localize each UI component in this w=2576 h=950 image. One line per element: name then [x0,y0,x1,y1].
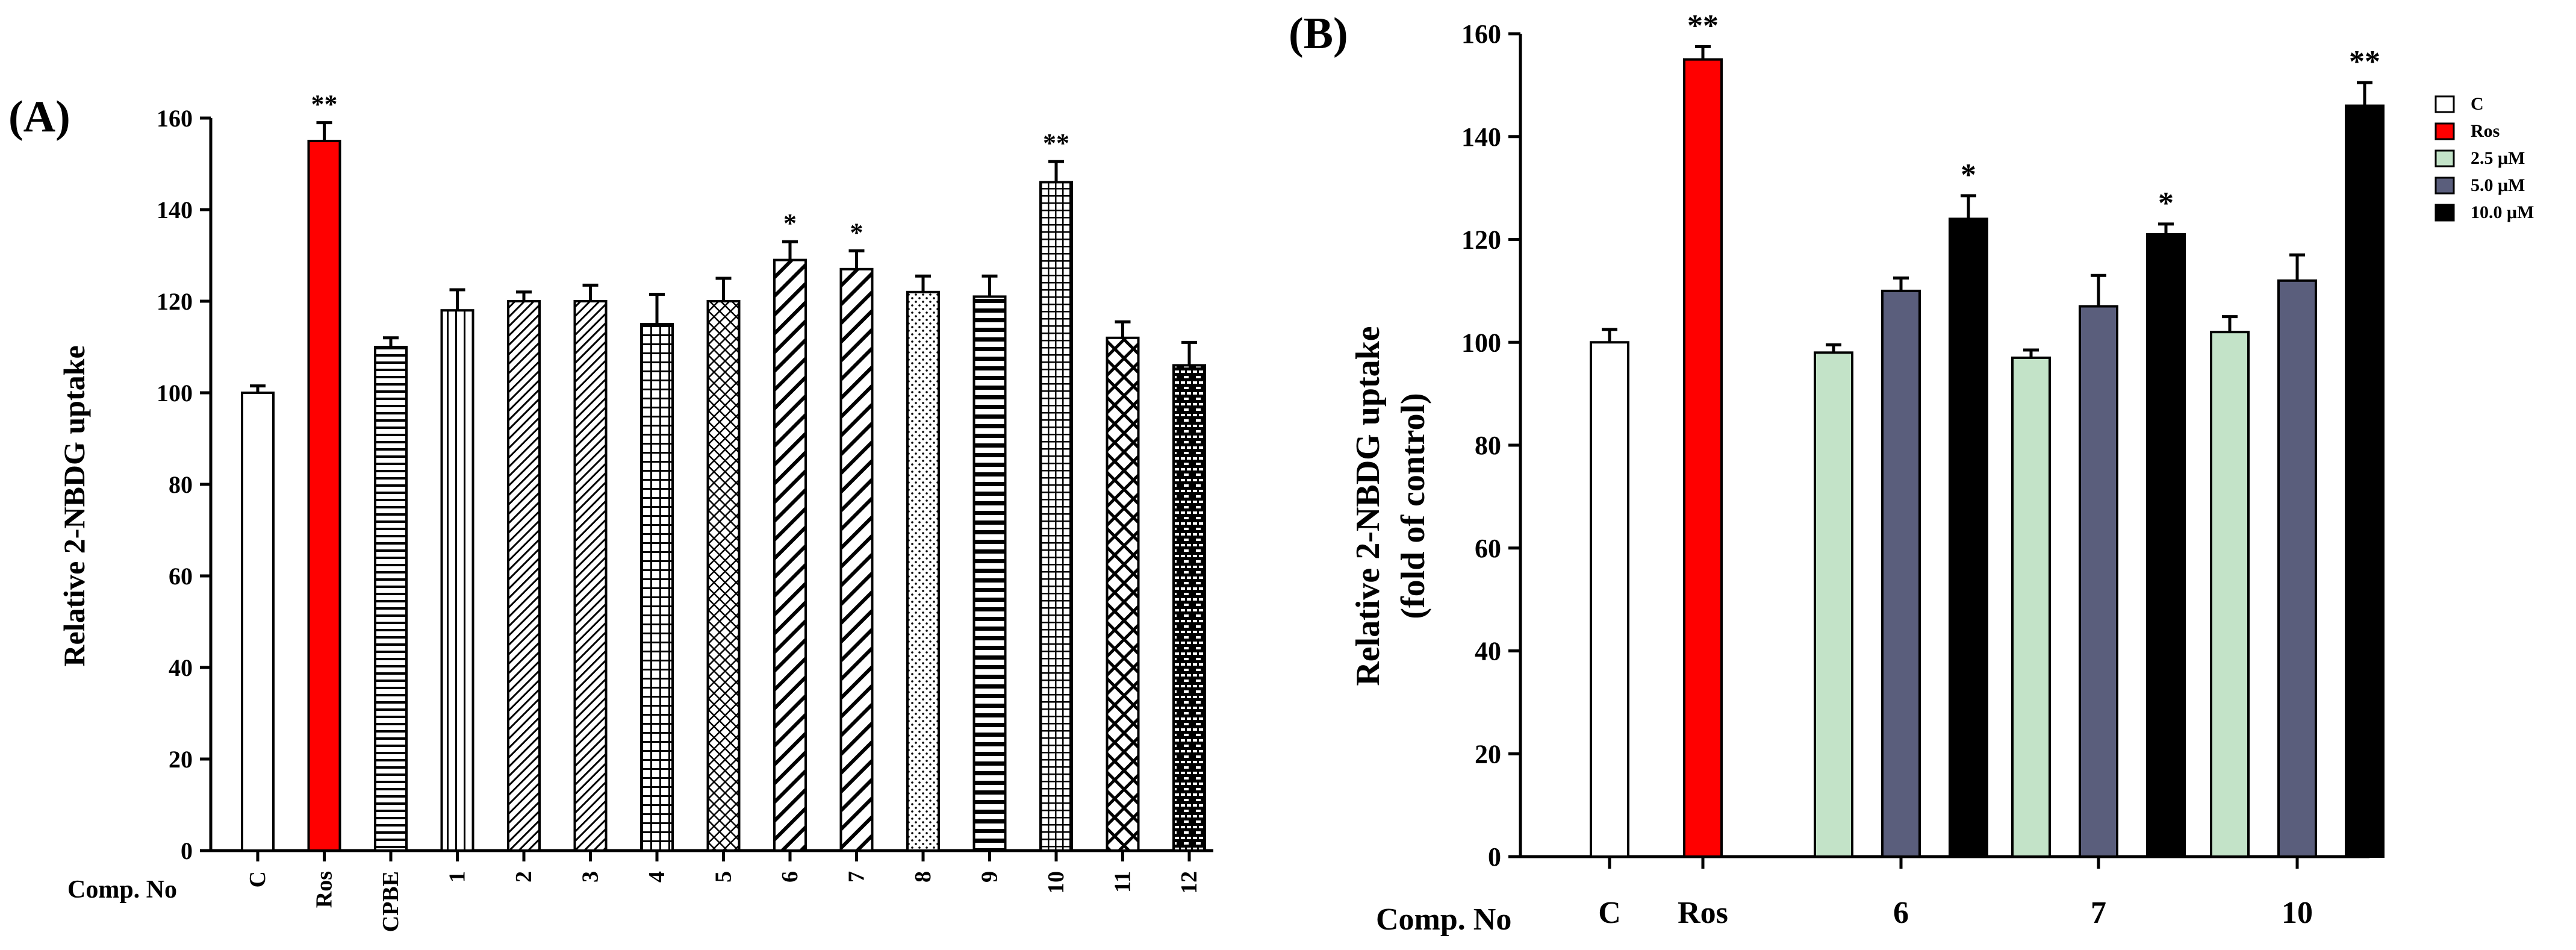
panel-b-bar [1814,351,1853,858]
panel-b-y-tick-label: 80 [1475,431,1501,460]
panel-a-y-tick-label: 80 [169,471,193,498]
panel-a-x-tick-label: 8 [910,871,936,883]
panel-b-legend-label: 5.0 μM [2471,175,2525,195]
panel-a-y-tick-label: 160 [157,105,193,132]
panel-a-x-tick-label: 7 [844,871,870,883]
panel-a-bar [773,258,807,852]
panel-a-significance-label: ** [311,90,338,119]
panel-a-bar [1172,364,1206,852]
panel-a-chart: (A) Relative 2-NBDG uptake Comp. No 0 20 4… [8,90,1213,932]
panel-a-bar [440,309,474,852]
panel-b-legend-swatch [2434,122,2455,140]
panel-a-bar [1106,336,1140,852]
panel-a-significance-label: * [783,208,797,238]
panel-a-x-tick-label: 9 [977,871,1003,883]
panel-a-y-tick-label: 100 [157,380,193,407]
panel-b-ylabel-line2: (fold of control) [1395,393,1432,619]
panel-a-y-tick-label: 20 [169,746,193,773]
panel-b-significance-label: * [1961,158,1976,192]
panel-a-ylabel: Relative 2-NBDG uptake [57,345,91,666]
panel-a-y-tick-label: 60 [169,563,193,590]
panel-b-legend-swatch [2434,177,2455,195]
panel-a-x-tick-label: 10 [1044,871,1069,894]
panel-b-label: (B) [1289,9,1348,58]
panel-b-bar [2345,104,2385,858]
panel-a-y-tick-label: 140 [157,196,193,223]
panel-a-x-tick-label: C [245,871,270,887]
panel-b-legend-swatch [2434,95,2455,113]
panel-b-ylabel: Relative 2-NBDG uptake [1349,326,1387,686]
panel-a-bar [972,295,1007,852]
panel-a-bar [839,267,874,852]
panel-a-x-tick-label: Ros [312,871,337,908]
panel-b-bar [1683,58,1723,858]
panel-b-bar [1949,217,1988,858]
panel-a-bar [1039,181,1073,852]
panel-b-xlabel: Comp. No [1376,902,1511,937]
panel-b-bar [2277,279,2317,858]
panel-b-y-tick-label: 160 [1461,19,1501,49]
panel-a-y-axis: 0 20 40 60 80 100 120 140 160 [157,105,213,864]
panel-b-bar [2146,233,2186,858]
panel-a-bar [241,392,275,852]
panel-b-x-tick-label: Ros [1678,896,1728,930]
panel-b-y-tick-label: 40 [1475,637,1501,666]
panel-b-x-tick-label: 6 [1893,896,1909,930]
panel-a-x-tick-label: 12 [1177,871,1202,894]
panel-b-bar [2210,331,2250,858]
panel-b-y-tick-label: 140 [1461,122,1501,152]
panel-b-legend-label: 2.5 μM [2471,148,2525,168]
panel-b-significance-label: ** [2349,45,2380,79]
panel-a-bar [307,140,341,852]
panel-a-xlabel: Comp. No [67,876,177,904]
panel-a-bar [507,300,541,852]
panel-a-x-tick-label: 4 [644,871,670,883]
panel-a-x-tick-label: 3 [578,871,603,883]
panel-b-y-tick-label: 120 [1461,225,1501,255]
panel-b-x-tick-label: C [1598,896,1621,930]
panel-a-y-tick-label: 120 [157,288,193,315]
panel-a-x-tick-label: 1 [445,871,470,883]
panel-a-x-tick-label: 2 [511,871,537,883]
panel-a-bar [906,290,940,852]
panel-b-y-tick-label: 0 [1488,842,1501,872]
panel-b-chart: (B) Relative 2-NBDG uptake (fold of cont… [1289,8,2534,937]
panel-b-y-tick-label: 60 [1475,534,1501,563]
panel-a-bar [640,323,674,852]
panel-b-significance-label: * [2158,186,2174,220]
panel-b-legend-label: C [2471,94,2484,114]
panel-b-legend: C Ros 2.5 μM 5.0 μM 10.0 μM [2434,94,2534,222]
panel-a-significance-label: ** [1043,128,1069,158]
panel-a-bar [706,300,741,852]
panel-a-y-tick-label: 40 [169,654,193,681]
panel-b-bar [2079,305,2118,858]
panel-b-y-tick-label: 20 [1475,739,1501,769]
panel-b-bar [1881,289,1921,858]
panel-a-x-tick-label: 11 [1110,871,1136,893]
panel-b-bar [2011,356,2051,858]
panel-b-significance-label: ** [1687,8,1719,43]
panel-b-legend-swatch [2434,204,2455,222]
panel-a-bar [573,300,608,852]
panel-b-y-tick-label: 100 [1461,328,1501,357]
panel-b-y-axis: 0 20 40 60 80 100 120 140 160 [1461,19,1522,872]
panel-a-bars: C Ros**CPBE 1 2 3 4 5 6*7*8 9 10**11 12 [211,90,1213,932]
panel-b-legend-swatch [2434,149,2455,167]
panel-a-x-tick-label: 6 [777,871,803,883]
panel-a-label: (A) [8,92,70,142]
panel-a-x-tick-label: 5 [711,871,736,883]
panel-b-x-tick-label: 10 [2282,896,2313,930]
panel-b-bar [1590,341,1629,858]
panel-b-legend-label: Ros [2471,121,2500,141]
panel-b-legend-label: 10.0 μM [2471,202,2534,222]
panel-a-x-tick-label: CPBE [378,871,403,932]
panel-b-x-tick-label: 7 [2091,896,2106,930]
panel-a-significance-label: * [850,217,863,247]
panel-a-y-tick-label: 0 [181,837,193,864]
panel-b-bars: C ** Ros * 6 * 7 ** 10 [1520,8,2385,930]
panel-a-bar [374,346,408,852]
